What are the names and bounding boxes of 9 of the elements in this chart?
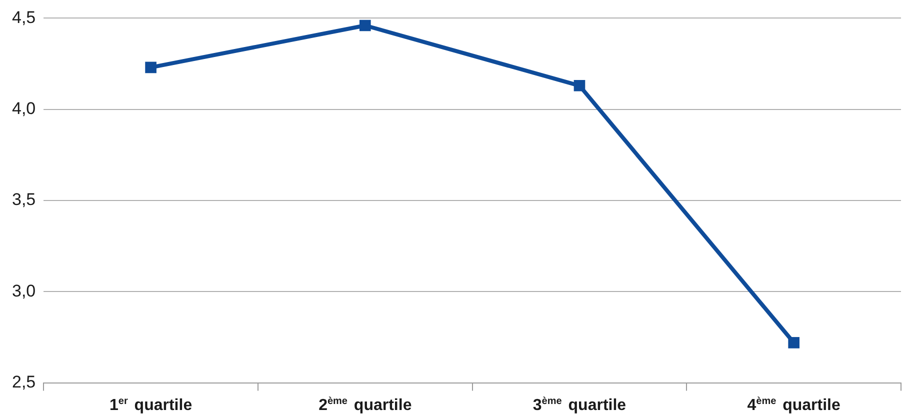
point — [145, 62, 156, 74]
y-tick-label: 2,5 — [12, 372, 36, 392]
y-tick-label: 4,0 — [12, 99, 36, 118]
point — [788, 337, 800, 348]
y-tick-label: 3,5 — [12, 190, 36, 210]
point — [359, 20, 371, 32]
y-tick-label: 4,5 — [12, 8, 36, 27]
y-tick-label: 3,0 — [12, 281, 36, 300]
point — [574, 80, 586, 92]
